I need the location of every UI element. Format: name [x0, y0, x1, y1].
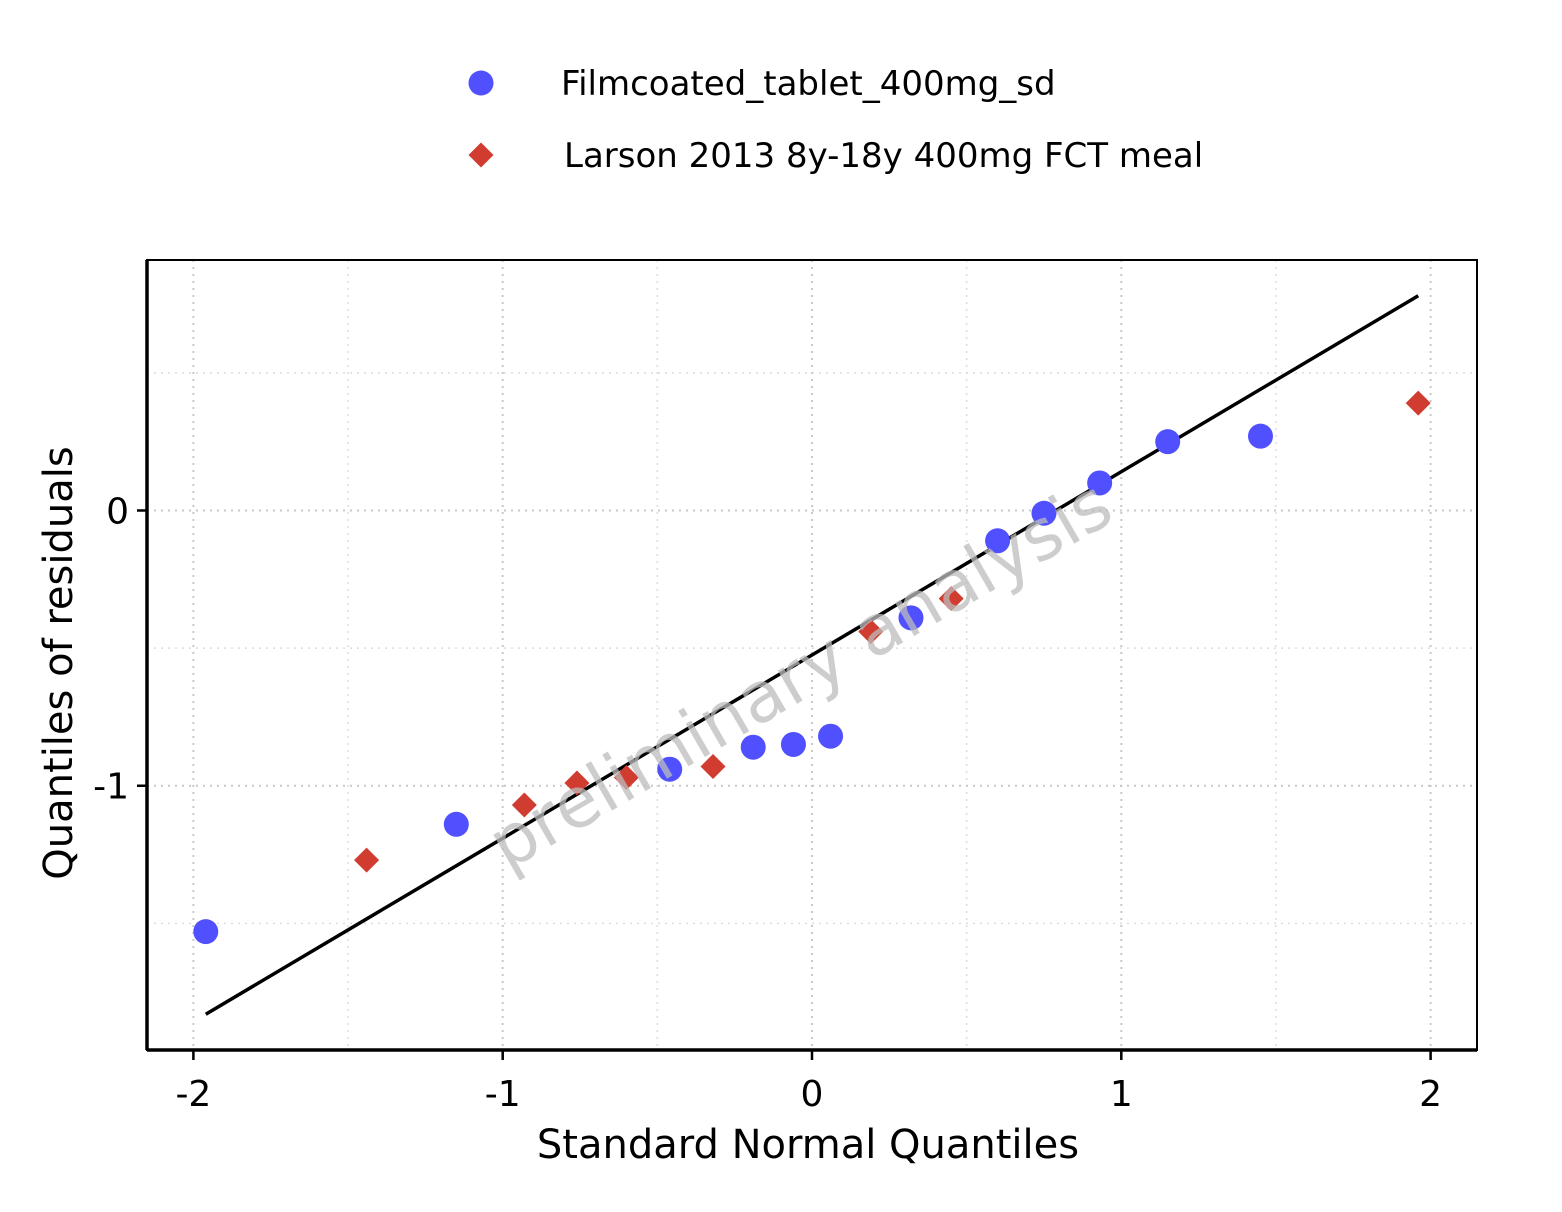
- point-series-1: [1031, 500, 1057, 526]
- point-series-1: [657, 756, 683, 782]
- point-series-1: [1155, 429, 1181, 455]
- x-tick-label: -1: [485, 1074, 521, 1115]
- legend-label: Filmcoated_tablet_400mg_sd: [561, 64, 1056, 104]
- point-series-2: [564, 770, 590, 796]
- point-series-2: [1405, 390, 1431, 416]
- point-series-1: [780, 731, 806, 757]
- point-series-1: [1247, 423, 1273, 449]
- point-series-1: [740, 734, 766, 760]
- x-tick-label: 2: [1419, 1074, 1442, 1115]
- x-tick-label: 0: [801, 1074, 824, 1115]
- point-series-1: [443, 811, 469, 837]
- x-axis-title: Standard Normal Quantiles: [537, 1122, 1079, 1168]
- legend-marker: [468, 70, 494, 96]
- legend-label: Larson 2013 8y-18y 400mg FCT meal: [564, 136, 1203, 176]
- point-series-2: [700, 753, 726, 779]
- reference-line: [204, 294, 1420, 1016]
- tick-labels: -2 -1 0 1 2 -1 0: [93, 491, 1442, 1115]
- point-series-1: [985, 528, 1011, 554]
- x-tick-label: -2: [175, 1074, 211, 1115]
- point-series-2: [613, 764, 639, 790]
- watermark: preliminary analysis: [474, 463, 1125, 886]
- point-series-1: [1087, 470, 1113, 496]
- point-series-2: [858, 619, 884, 645]
- y-tick-label: -1: [93, 767, 129, 808]
- point-series-2: [938, 586, 964, 612]
- legend-marker: [468, 142, 494, 168]
- y-axis-title: Quantiles of residuals: [36, 446, 82, 879]
- point-series-2: [511, 792, 537, 818]
- legend: Filmcoated_tablet_400mg_sd Larson 2013 8y…: [468, 64, 1203, 176]
- point-series-1: [193, 919, 219, 945]
- data-points: [193, 390, 1431, 945]
- reference-line-group: [204, 294, 1420, 1016]
- x-tick-label: 1: [1110, 1074, 1133, 1115]
- point-series-1: [818, 723, 844, 749]
- y-tick-label: 0: [106, 491, 129, 532]
- grid-lines: [147, 260, 1477, 1050]
- point-series-1: [898, 605, 924, 631]
- point-series-2: [354, 847, 380, 873]
